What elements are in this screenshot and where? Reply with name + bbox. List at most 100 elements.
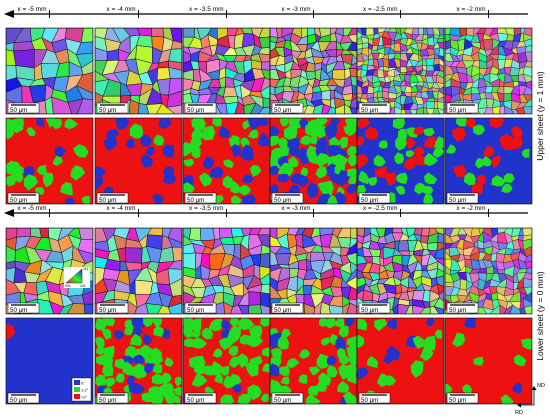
scale-bar: 50 μm	[184, 302, 217, 314]
position-label: x = -3.5 mm	[189, 205, 224, 212]
scale-bar: 50 μm	[446, 192, 479, 204]
scale-bar-label: 50 μm	[361, 397, 378, 404]
scale-bar-label: 50 μm	[274, 307, 291, 314]
scale-bar-label: 50 μm	[10, 307, 27, 314]
position-axis-arrow: x = -5 mm x = -4 mm x = -3.5 mm x = -3 mm x …	[4, 205, 528, 217]
legend-swatch	[74, 380, 80, 385]
section-lower: x = -5 mm x = -4 mm x = -3.5 mm x = -3 mm x …	[4, 205, 545, 405]
scale-bar-label: 50 μm	[99, 197, 116, 204]
scale-bar-label: 50 μm	[187, 197, 204, 204]
ipf-triangle-legend: 001 101 111	[64, 267, 90, 288]
scale-bar: 50 μm	[271, 102, 304, 114]
position-label: x = -2 mm	[456, 205, 485, 212]
scale-bar-label: 50 μm	[274, 197, 291, 204]
scale-bar-label: 50 μm	[449, 307, 466, 314]
misorientation-map-upper-1	[95, 118, 182, 204]
grain-map-upper-4	[357, 28, 444, 114]
scale-bar-label: 50 μm	[187, 107, 204, 114]
legend-label: >2°	[81, 395, 88, 400]
position-label: x = -2 mm	[456, 6, 485, 13]
grain-map-lower-4	[357, 228, 444, 314]
scale-bar-label: 50 μm	[187, 307, 204, 314]
ipf-label: 111	[83, 267, 88, 271]
misorientation-map-lower-1	[95, 318, 182, 404]
scale-bar-label: 50 μm	[361, 197, 378, 204]
misorientation-map-upper-2	[183, 118, 270, 204]
scale-bar-label: 50 μm	[449, 397, 466, 404]
ipf-label: 101	[80, 284, 86, 288]
grain-map-lower-5	[445, 228, 532, 314]
scale-bar: 50 μm	[446, 392, 479, 404]
scale-bar: 50 μm	[96, 392, 129, 404]
grain-map-lower-2	[183, 228, 270, 314]
scale-bar-label: 50 μm	[274, 397, 291, 404]
scale-bar: 50 μm	[96, 102, 129, 114]
scale-bar-label: 50 μm	[99, 397, 116, 404]
position-label: x = -2.5 mm	[363, 205, 398, 212]
scale-bar-label: 50 μm	[10, 197, 27, 204]
axis-label-nd: ND	[537, 383, 545, 389]
scale-bar: 50 μm	[358, 392, 391, 404]
scale-bar: 50 μm	[96, 192, 129, 204]
scale-bar-label: 50 μm	[10, 397, 27, 404]
legend-swatch	[74, 387, 80, 392]
misorientation-map-upper-0	[6, 118, 93, 204]
scale-bar: 50 μm	[7, 392, 40, 404]
scale-bar-label: 50 μm	[10, 107, 27, 114]
scale-bar: 50 μm	[7, 192, 40, 204]
scale-bar-label: 50 μm	[187, 397, 204, 404]
scale-bar-label: 50 μm	[99, 107, 116, 114]
scale-bar-label: 50 μm	[361, 307, 378, 314]
misorientation-map-lower-5	[445, 318, 532, 404]
grain-map-lower-3	[270, 228, 357, 314]
scale-bar: 50 μm	[184, 102, 217, 114]
scale-bar: 50 μm	[271, 192, 304, 204]
grain-map-upper-0	[6, 28, 93, 114]
scale-bar: 50 μm	[184, 192, 217, 204]
nd-rd-axes: ND RD	[515, 383, 545, 416]
position-label: x = -3 mm	[281, 205, 310, 212]
scale-bar: 50 μm	[184, 392, 217, 404]
grain-map-lower-0	[6, 228, 93, 314]
scale-bar: 50 μm	[358, 102, 391, 114]
position-label: x = -4 mm	[106, 6, 135, 13]
position-label: x = -2.5 mm	[363, 6, 398, 13]
misorientation-map-lower-4	[357, 318, 444, 404]
position-label: x = -4 mm	[106, 205, 135, 212]
grain-map-upper-2	[183, 28, 270, 114]
legend-label: 1-2°	[81, 388, 89, 393]
misorientation-map-lower-2	[183, 318, 270, 404]
sheet-side-label: Lower sheet (y = 0 mm)	[535, 271, 545, 361]
scale-bar: 50 μm	[96, 302, 129, 314]
legend-swatch	[74, 394, 80, 399]
scale-bar-label: 50 μm	[274, 107, 291, 114]
legend-label: 0°	[81, 381, 85, 386]
grain-map-upper-1	[95, 28, 182, 114]
position-label: x = -5 mm	[17, 6, 46, 13]
grain-map-lower-1	[95, 228, 182, 314]
scale-bar: 50 μm	[7, 302, 40, 314]
axis-label-rd: RD	[515, 410, 523, 416]
misorientation-legend: 0° 1-2° >2°	[71, 377, 92, 402]
position-label: x = -3 mm	[281, 6, 310, 13]
position-label: x = -3.5 mm	[189, 6, 224, 13]
grain-map-upper-5	[445, 28, 532, 114]
misorientation-map-upper-4	[357, 118, 444, 204]
scale-bar-label: 50 μm	[99, 307, 116, 314]
scale-bar-label: 50 μm	[361, 107, 378, 114]
position-axis-arrow: x = -5 mm x = -4 mm x = -3.5 mm x = -3 mm x …	[4, 6, 528, 18]
misorientation-map-lower-3	[270, 318, 357, 404]
position-label: x = -5 mm	[17, 205, 46, 212]
scale-bar: 50 μm	[271, 392, 304, 404]
scale-bar: 50 μm	[7, 102, 40, 114]
grain-map-upper-3	[270, 28, 357, 114]
sheet-side-label: Upper sheet (y = 1 mm)	[535, 71, 545, 161]
scale-bar: 50 μm	[358, 302, 391, 314]
scale-bar: 50 μm	[446, 302, 479, 314]
scale-bar: 50 μm	[446, 102, 479, 114]
ipf-label: 001	[65, 284, 71, 288]
scale-bar-label: 50 μm	[449, 197, 466, 204]
misorientation-map-upper-5	[445, 118, 532, 204]
scale-bar-label: 50 μm	[449, 107, 466, 114]
